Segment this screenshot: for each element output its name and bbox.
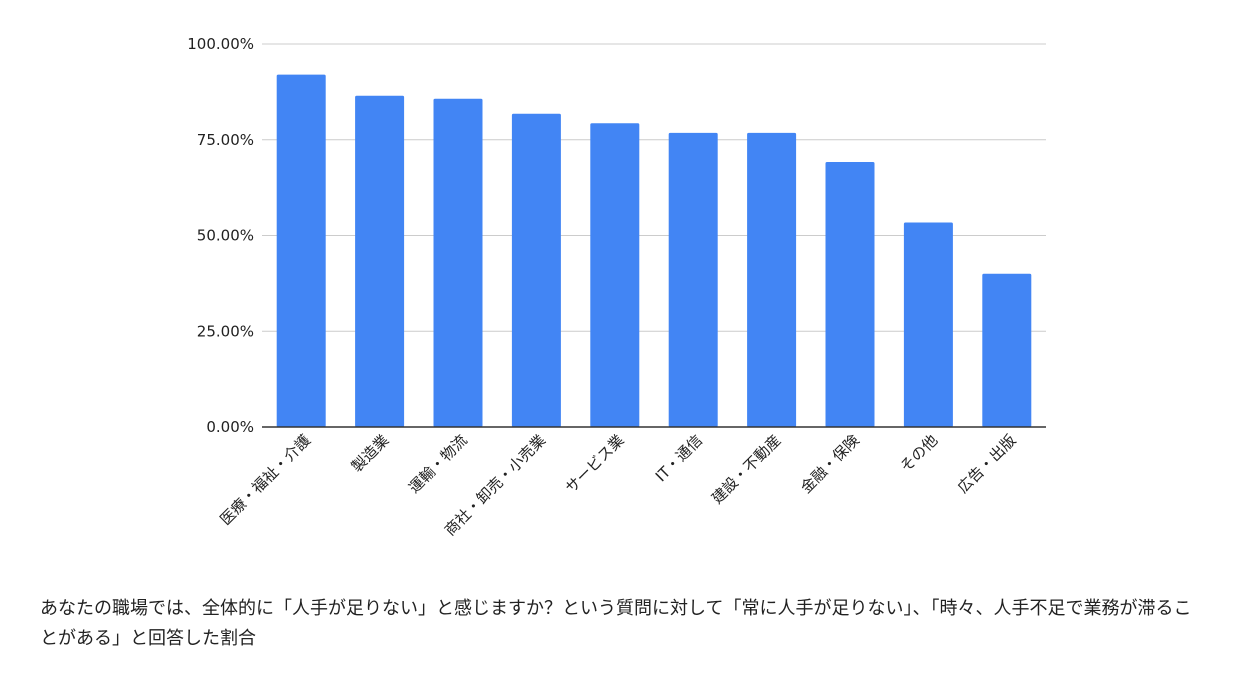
bar <box>511 113 561 428</box>
x-tick-label: 広告・出版 <box>954 431 1020 497</box>
x-tick-label: その他 <box>897 431 942 476</box>
x-tick-label: IT・通信 <box>652 431 706 485</box>
bar <box>355 95 405 427</box>
x-tick-label: 医療・福祉・介護 <box>216 431 314 529</box>
bar <box>590 123 640 427</box>
bar <box>825 161 875 428</box>
bar <box>982 273 1032 427</box>
bar <box>276 74 326 427</box>
y-tick-label: 0.00% <box>206 418 254 436</box>
y-tick-label: 25.00% <box>197 322 254 340</box>
x-tick-label: サービス業 <box>562 431 628 497</box>
y-tick-labels: 0.00% 25.00% 50.00% 75.00% 100.00% <box>187 35 254 436</box>
bar <box>747 132 797 427</box>
x-tick-label: 製造業 <box>348 431 393 476</box>
bar <box>433 98 483 428</box>
bar <box>903 222 953 427</box>
y-tick-label: 50.00% <box>197 227 254 245</box>
bar-chart: 0.00% 25.00% 50.00% 75.00% 100.00% 医療・福祉・介護製… <box>187 35 1046 539</box>
x-tick-label: 金融・保険 <box>797 431 863 497</box>
bars <box>276 74 1032 428</box>
x-tick-label: 運輸・物流 <box>405 431 471 497</box>
chart-caption: あなたの職場では、全体的に「人手が足りない」と感じますか？という質問に対して「常… <box>40 598 1192 649</box>
x-tick-label: 建設・不動産 <box>708 431 784 507</box>
y-tick-label: 75.00% <box>197 131 254 149</box>
bar <box>668 132 718 427</box>
y-tick-label: 100.00% <box>187 35 254 53</box>
